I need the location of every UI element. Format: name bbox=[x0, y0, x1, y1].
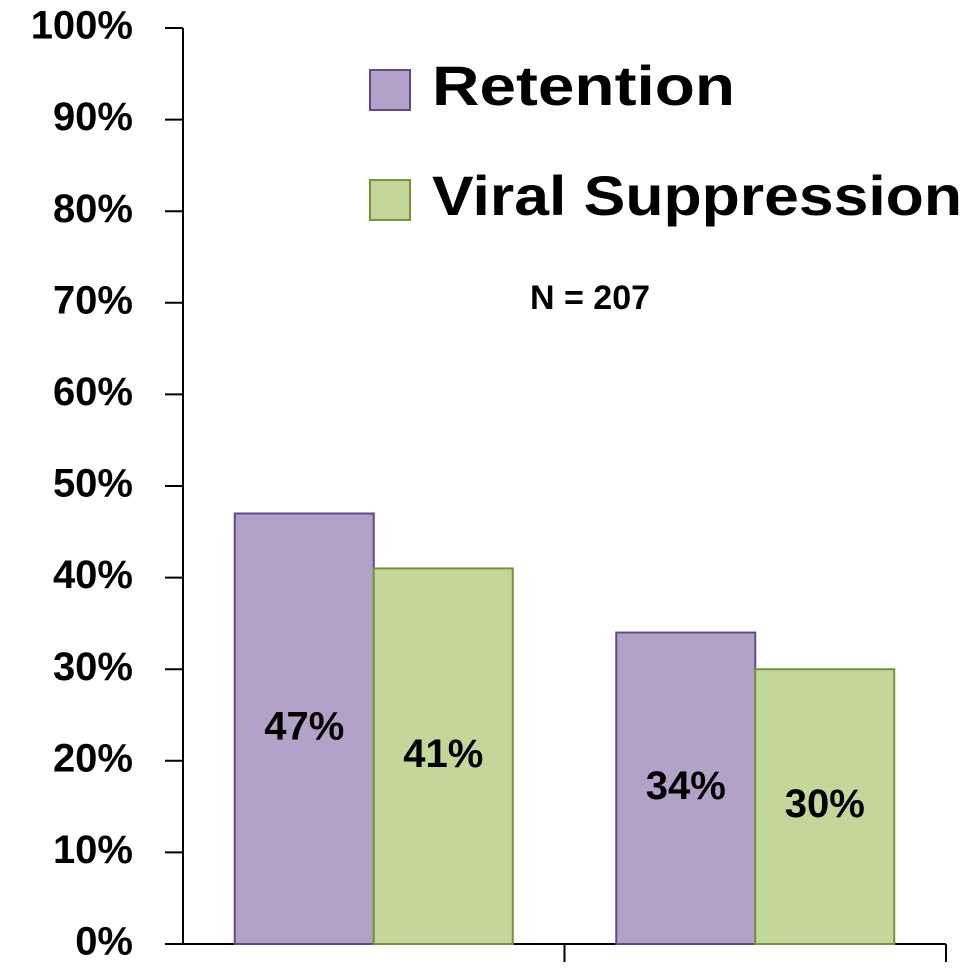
bar bbox=[615, 631, 757, 945]
value-label: 47% bbox=[264, 704, 344, 748]
bar bbox=[372, 567, 514, 945]
value-label: 41% bbox=[403, 732, 483, 776]
bar bbox=[754, 668, 896, 945]
value-label: 34% bbox=[646, 764, 726, 808]
legend-label: Viral Suppression bbox=[432, 164, 962, 227]
y-tick-label: 80% bbox=[53, 187, 133, 231]
y-tick-label: 50% bbox=[53, 462, 133, 506]
y-tick-label: 20% bbox=[53, 736, 133, 780]
y-tick-label: 90% bbox=[53, 95, 133, 139]
legend-swatch bbox=[369, 179, 411, 221]
y-tick-label: 40% bbox=[53, 553, 133, 597]
legend-swatch bbox=[369, 69, 411, 111]
value-label: 30% bbox=[785, 782, 865, 826]
annotation: N = 207 bbox=[530, 279, 650, 317]
bar bbox=[233, 512, 375, 945]
y-tick-label: 70% bbox=[53, 278, 133, 322]
legend-label: Retention bbox=[432, 54, 735, 117]
y-tick-label: 0% bbox=[75, 920, 133, 964]
y-tick-label: 100% bbox=[31, 4, 133, 48]
y-tick-label: 10% bbox=[53, 828, 133, 872]
y-tick-label: 30% bbox=[53, 645, 133, 689]
y-tick-label: 60% bbox=[53, 370, 133, 414]
